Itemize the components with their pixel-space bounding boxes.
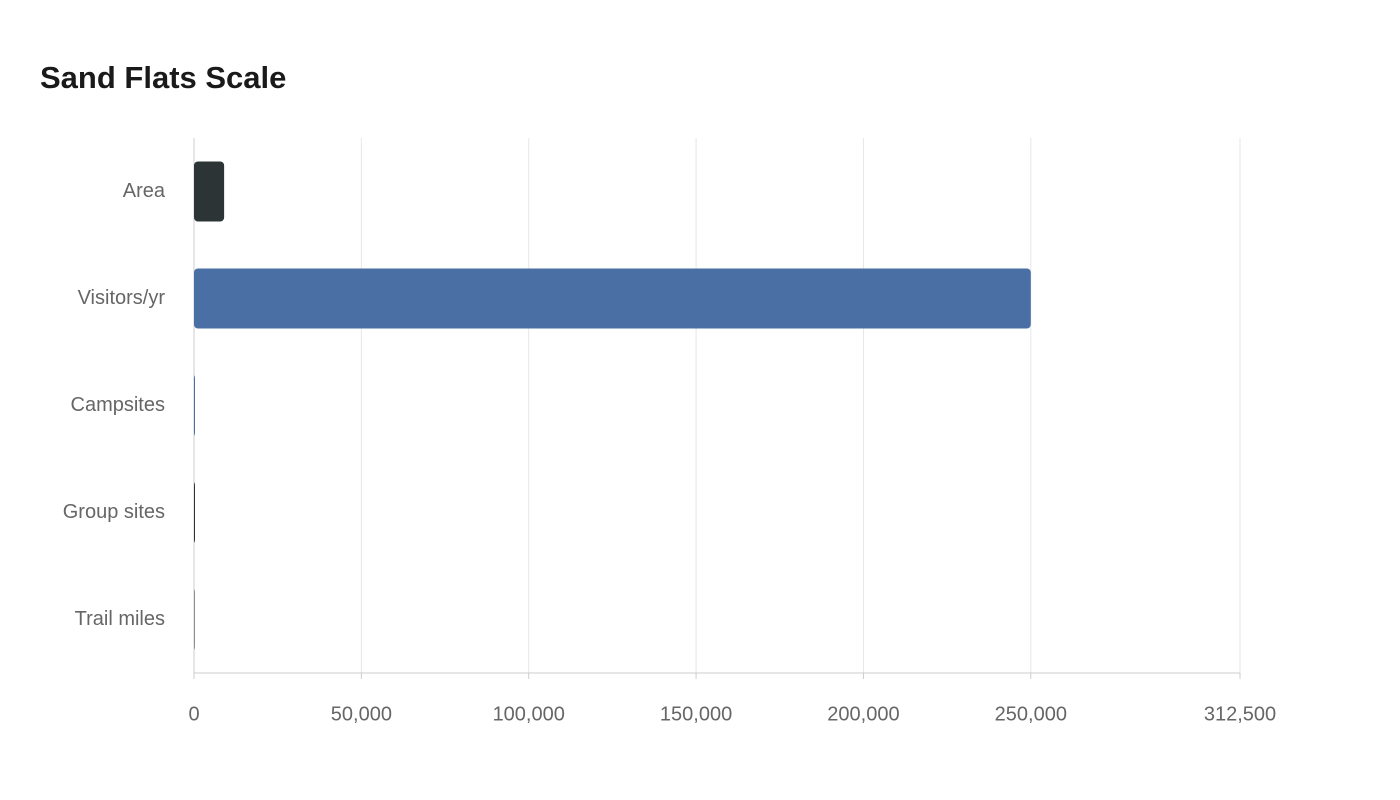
bar: [194, 268, 1031, 329]
y-tick-label: Visitors/yr: [78, 287, 166, 309]
bar: [194, 482, 195, 543]
x-tick-label: 0: [188, 703, 199, 725]
x-tick-label: 312,500: [1204, 703, 1276, 725]
y-tick-label: Trail miles: [75, 608, 165, 630]
bar: [194, 375, 195, 436]
bar: [194, 589, 195, 650]
x-tick-label: 50,000: [331, 703, 392, 725]
y-tick-label: Campsites: [71, 394, 165, 416]
y-tick-label: Group sites: [63, 501, 165, 523]
x-tick-label: 250,000: [995, 703, 1067, 725]
bar: [194, 161, 225, 222]
x-tick-label: 200,000: [827, 703, 899, 725]
x-tick-label: 150,000: [660, 703, 732, 725]
y-tick-label: Area: [123, 180, 166, 202]
x-tick-label: 100,000: [493, 703, 565, 725]
chart-title: Sand Flats Scale: [40, 60, 286, 95]
